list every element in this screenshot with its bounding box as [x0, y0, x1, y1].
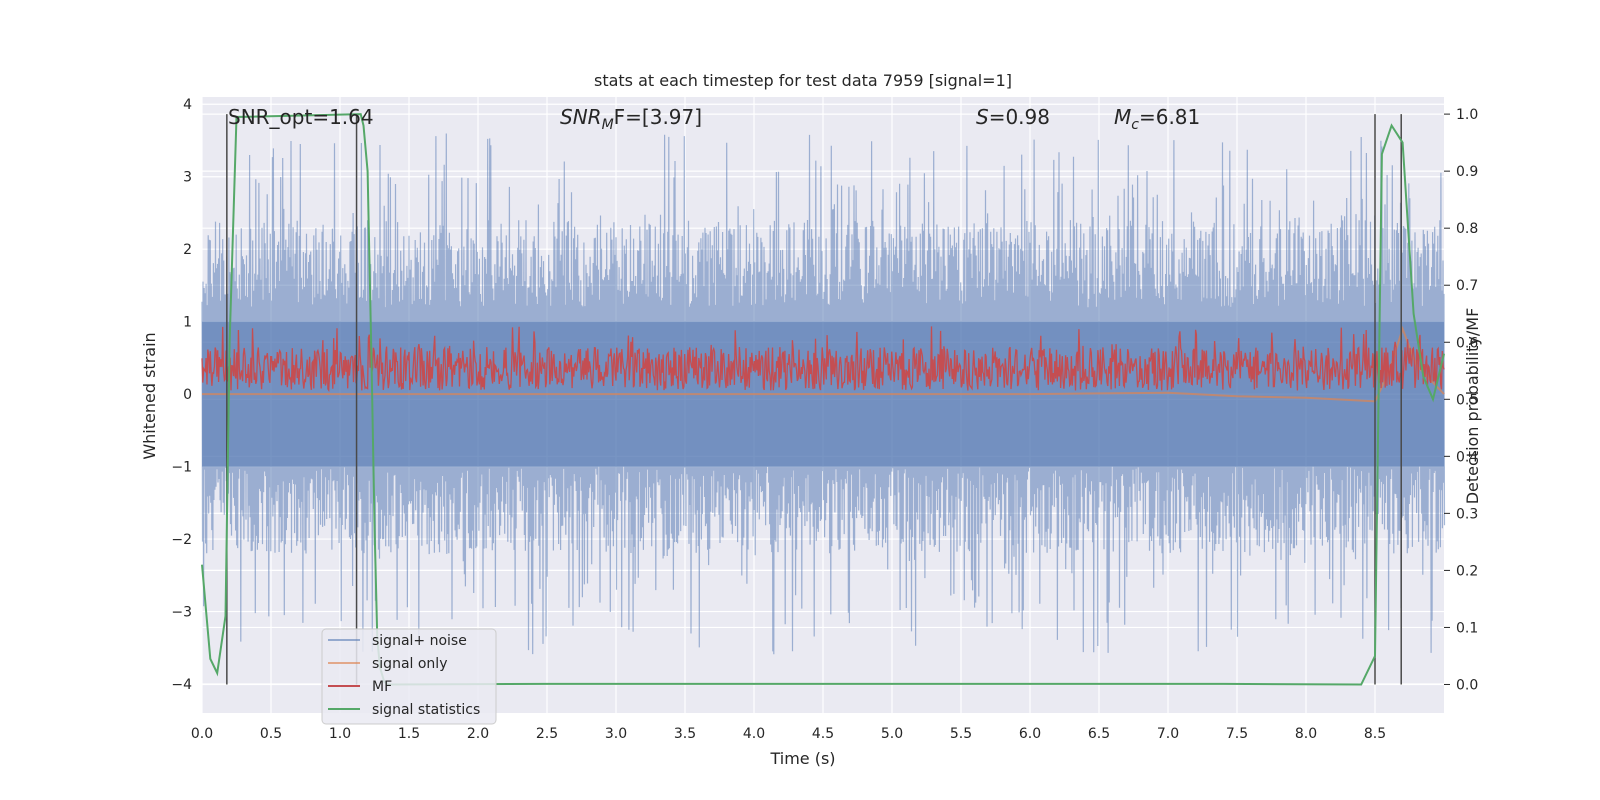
- mf-line: [201, 326, 1445, 393]
- y-left-tick-label: −3: [171, 605, 192, 621]
- snr-mf-suffix: F=[3.97]: [614, 105, 702, 129]
- legend-box: [321, 628, 497, 725]
- x-tick-label: 7.0: [1157, 726, 1179, 742]
- y-right-tick-label: 0.8: [1456, 221, 1478, 237]
- legend-label-noise: signal+ noise: [372, 633, 467, 649]
- legend-label-signal-only: signal only: [372, 656, 447, 672]
- y-left-tick-label: −2: [171, 532, 192, 548]
- y-right-tick-label: 0.2: [1456, 563, 1478, 579]
- x-tick-label: 3.5: [674, 726, 696, 742]
- x-axis-label: Time (s): [769, 749, 835, 768]
- x-tick-label: 6.0: [1019, 726, 1041, 742]
- y-right-tick-label: 0.9: [1456, 164, 1478, 180]
- y-left-tick-label: −1: [171, 460, 192, 476]
- y-left-tick-label: 3: [183, 170, 192, 186]
- chart-title: stats at each timestep for test data 795…: [594, 71, 1012, 90]
- y-axis-label-left: Whitened strain: [140, 332, 159, 459]
- snr-opt-annotation: SNR_opt=1.64: [228, 105, 374, 129]
- x-tick-label: 2.0: [467, 726, 489, 742]
- x-tick-label: 1.5: [398, 726, 420, 742]
- signal-only-series: [202, 325, 1445, 403]
- y-right-tick-label: 0.7: [1456, 278, 1478, 294]
- mc-symbol: M: [1114, 105, 1131, 129]
- x-tick-label: 4.0: [743, 726, 765, 742]
- legend: signal+ noise signal only MF signal stat…: [321, 628, 497, 725]
- mf-series: [201, 326, 1445, 393]
- s-symbol: S: [976, 105, 989, 129]
- y-right-tick-label: 0.1: [1456, 620, 1478, 636]
- y-left-tick-label: 1: [183, 315, 192, 331]
- x-tick-label: 2.5: [536, 726, 558, 742]
- y-right-tick-label: 0.0: [1456, 677, 1478, 693]
- y-left-tick-label: 2: [183, 242, 192, 258]
- x-tick-label: 4.5: [812, 726, 834, 742]
- x-tick-label: 5.5: [950, 726, 972, 742]
- snr-mf-subscript: M: [602, 117, 614, 133]
- y-right-tick-label: 0.5: [1456, 392, 1478, 408]
- s-value: =0.98: [989, 105, 1050, 129]
- x-tick-label: 8.5: [1364, 726, 1386, 742]
- x-tick-label: 5.0: [881, 726, 903, 742]
- x-tick-label: 0.5: [260, 726, 282, 742]
- x-tick-label: 0.0: [191, 726, 213, 742]
- signal-only-line: [202, 325, 1445, 403]
- mc-value: =6.81: [1139, 105, 1200, 129]
- y-left-tick-label: 0: [183, 387, 192, 403]
- y-left-tick-label: −4: [171, 677, 192, 693]
- y-left-tick-label: 4: [183, 97, 192, 113]
- y-right-tick-label: 0.3: [1456, 506, 1478, 522]
- x-tick-label: 7.5: [1226, 726, 1248, 742]
- legend-label-statistics: signal statistics: [372, 702, 480, 718]
- x-tick-label: 6.5: [1088, 726, 1110, 742]
- snr-mf-annotation: SNRMF=[3.97]: [560, 105, 702, 133]
- x-tick-label: 8.0: [1295, 726, 1317, 742]
- noise-line: [201, 133, 1446, 655]
- mc-subscript: c: [1131, 117, 1139, 133]
- s-annotation: S=0.98: [976, 105, 1050, 129]
- snr-mf-prefix: SNR: [560, 105, 602, 129]
- y-right-tick-label: 0.6: [1456, 335, 1478, 351]
- y-right-tick-label: 1.0: [1456, 107, 1478, 123]
- x-tick-label: 1.0: [329, 726, 351, 742]
- axes: 0.0 0.5 1.0 1.5 2.0 2.5 3.0 3.5 4.0 4.5 5.0 5.5 6.0 6…: [171, 97, 1478, 742]
- mc-annotation: Mc=6.81: [1114, 105, 1200, 133]
- y-right-tick-label: 0.4: [1456, 449, 1478, 465]
- legend-label-mf: MF: [372, 679, 392, 695]
- y-axis-label-right: Detection probability/MF: [1463, 308, 1482, 505]
- x-tick-label: 3.0: [605, 726, 627, 742]
